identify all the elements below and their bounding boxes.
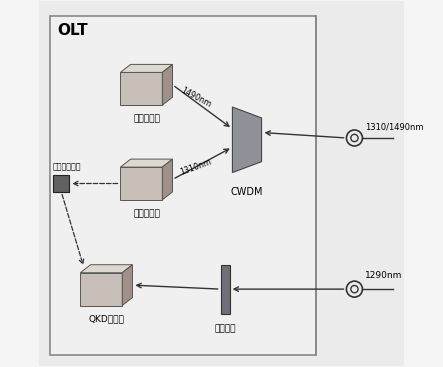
Polygon shape bbox=[120, 159, 172, 167]
Text: 光滤波器: 光滤波器 bbox=[214, 325, 236, 334]
Polygon shape bbox=[162, 159, 172, 200]
Polygon shape bbox=[120, 72, 162, 105]
FancyBboxPatch shape bbox=[221, 265, 229, 314]
Polygon shape bbox=[162, 64, 172, 105]
Text: 下行发射器: 下行发射器 bbox=[133, 114, 160, 123]
Polygon shape bbox=[122, 265, 132, 305]
Text: 上行接收器: 上行接收器 bbox=[133, 209, 160, 218]
Text: 1310/1490nm: 1310/1490nm bbox=[365, 123, 424, 131]
Polygon shape bbox=[233, 107, 261, 172]
Text: 时钟提取模块: 时钟提取模块 bbox=[53, 163, 82, 172]
FancyBboxPatch shape bbox=[39, 1, 404, 366]
FancyBboxPatch shape bbox=[51, 16, 316, 355]
Polygon shape bbox=[80, 273, 122, 305]
FancyBboxPatch shape bbox=[53, 175, 70, 192]
Text: CWDM: CWDM bbox=[231, 187, 263, 197]
Polygon shape bbox=[120, 64, 172, 72]
Text: OLT: OLT bbox=[58, 23, 88, 38]
Text: 1490nm: 1490nm bbox=[179, 86, 213, 110]
Text: 1310nm: 1310nm bbox=[179, 157, 213, 177]
Text: 1290nm: 1290nm bbox=[365, 271, 403, 280]
Polygon shape bbox=[120, 167, 162, 200]
Polygon shape bbox=[80, 265, 132, 273]
Text: QKD接收器: QKD接收器 bbox=[89, 315, 124, 324]
